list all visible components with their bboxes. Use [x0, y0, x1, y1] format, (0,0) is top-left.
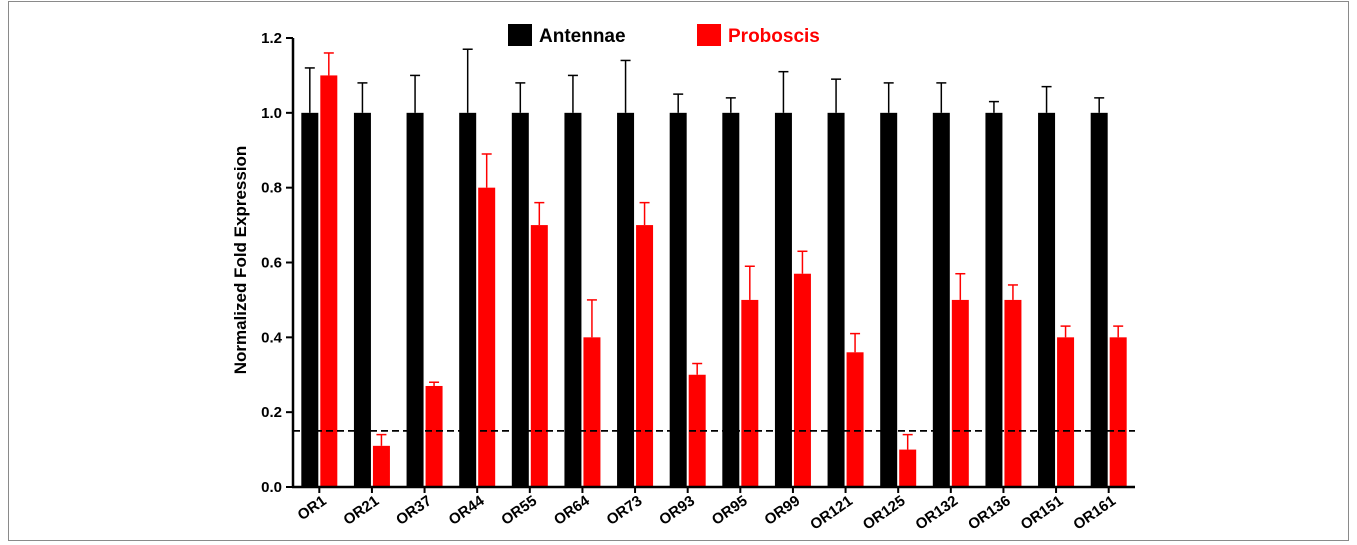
x-tick-label: OR95: [709, 492, 751, 528]
bar-antennae-or37: [406, 112, 424, 487]
bar-antennae-or44: [459, 112, 477, 487]
y-tick-label: 0.0: [261, 479, 282, 496]
y-tick-label: 1.2: [261, 30, 282, 47]
legend-swatch-antennae: [508, 24, 532, 46]
legend-swatch-proboscis: [697, 24, 721, 46]
legend-label-proboscis: Proboscis: [728, 26, 820, 47]
bar-proboscis-or99: [793, 273, 811, 487]
bar-antennae-or161: [1090, 112, 1108, 487]
bars-layer: [293, 48, 1135, 488]
x-tick-label: OR161: [1070, 492, 1119, 533]
legend-label-antennae: Antennae: [539, 26, 626, 47]
x-tick-label: OR136: [965, 492, 1014, 533]
y-tick-label: 0.6: [261, 255, 282, 272]
bar-antennae-or151: [1038, 112, 1056, 487]
x-tick-label: OR44: [446, 492, 488, 529]
legend: Antennae Proboscis: [508, 24, 820, 47]
y-axis-title: Normalized Fold Expression: [231, 146, 250, 375]
x-tick-label: OR132: [912, 492, 961, 533]
x-tick-label: OR21: [340, 492, 382, 528]
bar-proboscis-or21: [372, 445, 390, 487]
bar-proboscis-or44: [478, 187, 496, 487]
bar-antennae-or55: [511, 112, 529, 487]
bar-antennae-or73: [617, 112, 635, 487]
bar-proboscis-or125: [899, 449, 917, 487]
bar-proboscis-or132: [951, 299, 969, 487]
x-tick-label: OR1: [295, 492, 330, 524]
bar-antennae-or64: [564, 112, 582, 487]
y-tick-label: 1.0: [261, 105, 282, 122]
x-tick-label: OR37: [393, 492, 435, 528]
bar-proboscis-or37: [425, 385, 443, 487]
bar-antennae-or136: [985, 112, 1003, 487]
bar-proboscis-or1: [320, 75, 338, 488]
bar-antennae-or95: [722, 112, 740, 487]
bar-proboscis-or64: [583, 337, 601, 487]
bar-antennae-or132: [932, 112, 950, 487]
bar-antennae-or21: [353, 112, 371, 487]
bar-proboscis-or95: [741, 299, 759, 487]
x-tick-label: OR151: [1018, 492, 1067, 533]
bar-proboscis-or161: [1109, 337, 1127, 487]
x-tick-label: OR73: [604, 492, 646, 528]
bar-proboscis-or55: [530, 225, 548, 488]
bar-antennae-or99: [774, 112, 792, 487]
x-tick-label: OR99: [761, 492, 803, 528]
bar-proboscis-or121: [846, 352, 864, 487]
bar-antennae-or121: [827, 112, 845, 487]
bar-antennae-or93: [669, 112, 687, 487]
bar-antennae-or1: [301, 112, 319, 487]
x-tick-label: OR125: [860, 492, 909, 533]
bar-proboscis-or93: [688, 374, 706, 487]
bar-proboscis-or151: [1057, 337, 1075, 487]
x-tick-label: OR121: [807, 492, 856, 533]
bar-proboscis-or136: [1004, 299, 1022, 487]
bar-proboscis-or73: [636, 225, 654, 488]
y-tick-label: 0.8: [261, 180, 282, 197]
y-tick-label: 0.4: [261, 329, 283, 346]
bar-antennae-or125: [880, 112, 898, 487]
x-tick-label: OR93: [656, 492, 698, 528]
x-tick-label: OR64: [551, 492, 593, 529]
x-tick-label: OR55: [498, 492, 540, 528]
y-tick-label: 0.2: [261, 404, 282, 421]
